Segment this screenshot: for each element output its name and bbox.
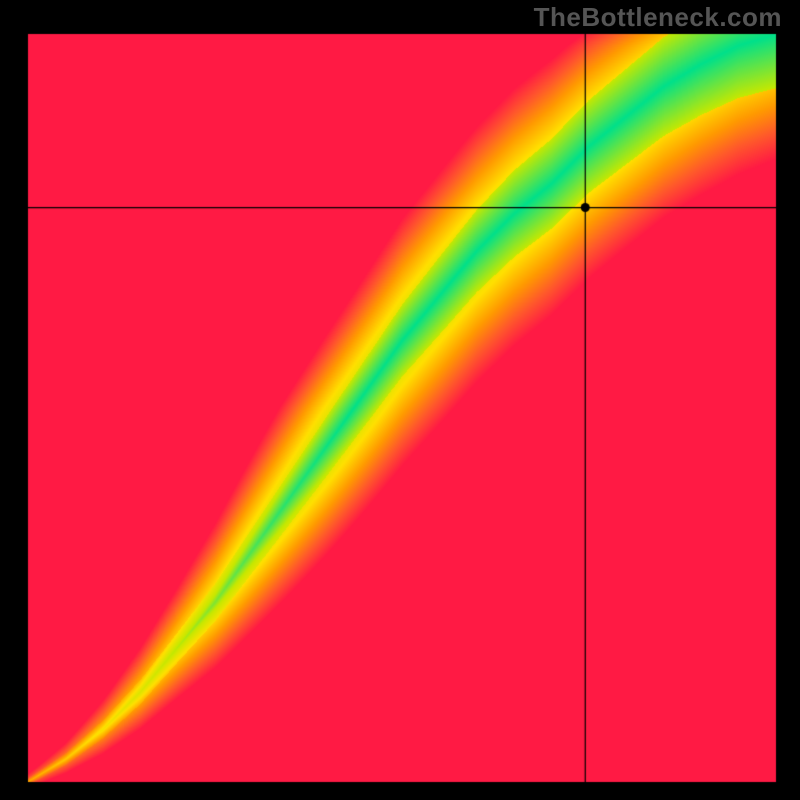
chart-container: TheBottleneck.com [0, 0, 800, 800]
bottleneck-heatmap [0, 0, 800, 800]
watermark-text: TheBottleneck.com [534, 2, 782, 33]
